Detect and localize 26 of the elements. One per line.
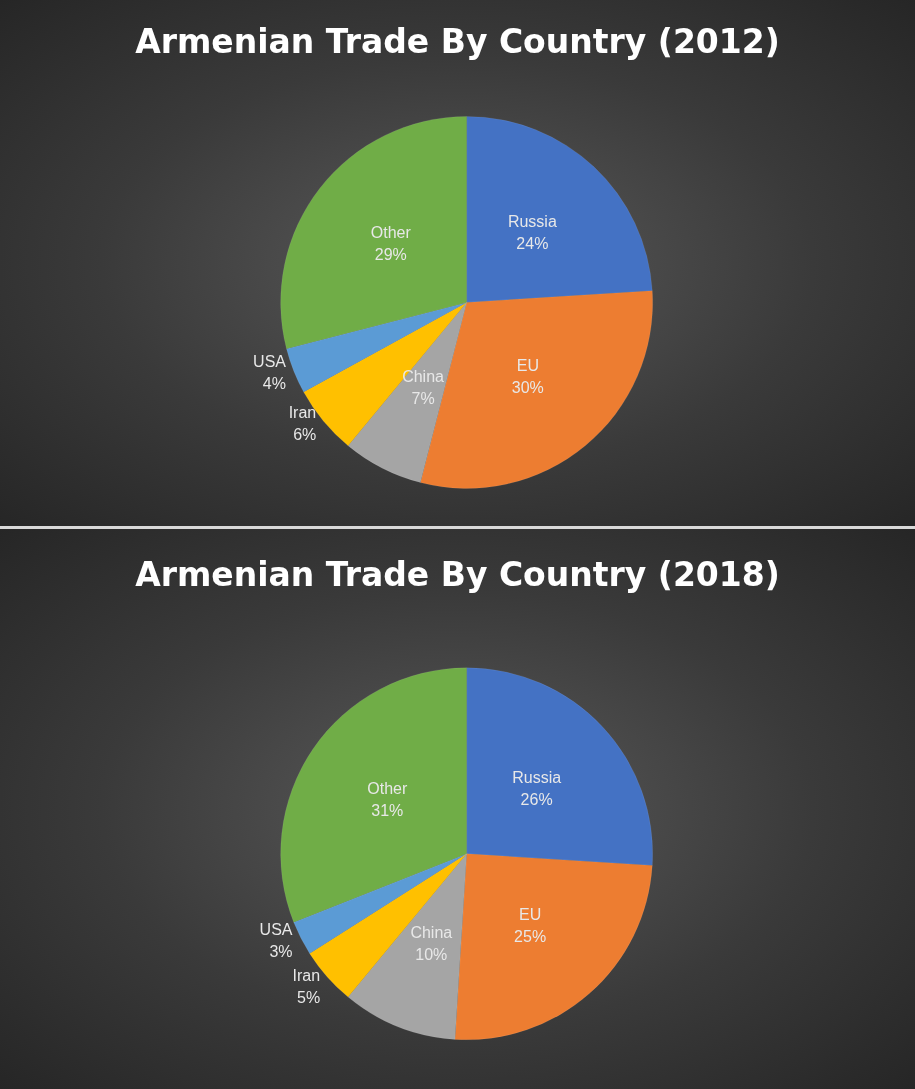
slice-label: Other	[370, 224, 412, 242]
slice-label: Iran	[292, 966, 321, 984]
chart-title: Armenian Trade By Country (2012)	[135, 22, 780, 61]
slice-label: Iran	[288, 404, 317, 422]
slice-label: EU	[519, 906, 542, 924]
slice-label: Other	[367, 780, 408, 798]
data-label: 4%	[262, 374, 286, 392]
slice-label: USA	[259, 920, 293, 938]
data-label: 29%	[374, 246, 407, 264]
data-label: 26%	[520, 790, 553, 808]
data-label: 10%	[415, 945, 448, 963]
data-label: 24%	[516, 234, 549, 252]
data-label: 5%	[297, 988, 321, 1006]
data-label: 6%	[293, 426, 317, 444]
slice-label: Russia	[507, 212, 557, 230]
slice-label: China	[402, 368, 445, 386]
slice-label: USA	[253, 352, 287, 370]
data-label: 3%	[269, 942, 293, 960]
slice-label: Russia	[512, 768, 562, 786]
slice-label: EU	[516, 356, 539, 374]
data-label: 30%	[511, 378, 544, 396]
data-label: 25%	[514, 928, 547, 946]
slice-label: China	[410, 923, 453, 941]
chart-title: Armenian Trade By Country (2018)	[135, 555, 780, 594]
data-label: 7%	[411, 390, 435, 408]
data-label: 31%	[371, 802, 404, 820]
